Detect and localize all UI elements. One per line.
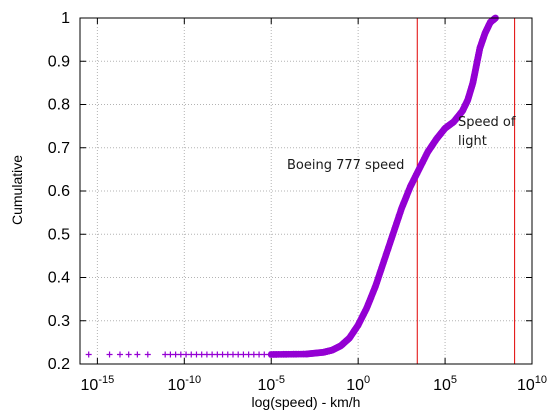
data-point <box>162 351 169 358</box>
grid-lines <box>80 18 532 364</box>
x-tick-label: 10-10 <box>167 374 201 394</box>
light-annotation-line1: Speed of <box>458 115 516 130</box>
y-tick-label: 0.7 <box>48 140 70 157</box>
axis-ticks <box>80 17 533 365</box>
data-point <box>167 351 174 358</box>
x-tick-label-exponent: -5 <box>275 374 285 386</box>
data-point <box>116 351 123 358</box>
data-point <box>219 351 226 358</box>
data-point <box>85 351 92 358</box>
y-tick-label: 0.3 <box>48 313 70 330</box>
x-tick-label: 105 <box>433 374 457 394</box>
x-axis-title: log(speed) - km/h <box>252 394 361 410</box>
reference-lines <box>416 18 516 364</box>
x-tick-label-base: 10 <box>81 377 99 394</box>
y-axis-title: Cumulative <box>9 155 25 225</box>
data-point <box>125 351 132 358</box>
x-tick-label-base: 10 <box>346 377 364 394</box>
data-point <box>198 351 205 358</box>
data-point <box>261 351 268 358</box>
data-point <box>203 351 210 358</box>
y-tick-label: 0.8 <box>48 97 70 114</box>
data-point <box>183 351 190 358</box>
x-tick-label-exponent: 10 <box>535 374 547 386</box>
x-tick-label-base: 10 <box>167 377 185 394</box>
boeing-annotation: Boeing 777 speed <box>287 158 404 173</box>
y-tick-label: 0.5 <box>48 226 70 243</box>
data-point <box>250 351 257 358</box>
data-point <box>106 351 113 358</box>
y-tick-label: 1 <box>61 10 70 27</box>
y-tick-label: 0.6 <box>48 183 70 200</box>
y-tick-label: 0.4 <box>48 270 70 287</box>
x-tick-label-base: 10 <box>517 377 535 394</box>
data-point <box>188 351 195 358</box>
x-tick-label-exponent: 5 <box>451 374 457 386</box>
data-point <box>229 351 236 358</box>
data-point <box>224 351 231 358</box>
data-point <box>144 351 151 358</box>
y-tick-label: 0.2 <box>48 356 70 373</box>
data-point <box>256 351 263 358</box>
data-point <box>193 351 200 358</box>
data-point <box>172 351 179 358</box>
y-tick-label: 0.9 <box>48 53 70 70</box>
data-point <box>245 351 252 358</box>
data-point <box>209 351 216 358</box>
light-annotation-line2: light <box>458 134 487 149</box>
data-point <box>134 351 141 358</box>
y-tick-labels: 0.2 0.3 0.4 0.5 0.6 0.7 0.8 0.9 1 <box>48 10 70 373</box>
data-series <box>85 14 499 358</box>
x-tick-label-exponent: -15 <box>98 374 114 386</box>
x-tick-label: 100 <box>346 374 370 394</box>
x-tick-label-exponent: -10 <box>185 374 201 386</box>
x-tick-label-base: 10 <box>257 377 275 394</box>
x-tick-labels: 10-15 10-10 10-5 100 105 1010 <box>81 374 547 394</box>
x-tick-label: 10-15 <box>81 374 115 394</box>
x-tick-label: 1010 <box>517 374 547 394</box>
data-point <box>177 351 184 358</box>
x-tick-label-base: 10 <box>433 377 451 394</box>
x-tick-label: 10-5 <box>257 374 285 394</box>
data-point <box>235 351 242 358</box>
x-tick-label-exponent: 0 <box>364 374 370 386</box>
data-point <box>214 351 221 358</box>
data-point <box>240 351 247 358</box>
